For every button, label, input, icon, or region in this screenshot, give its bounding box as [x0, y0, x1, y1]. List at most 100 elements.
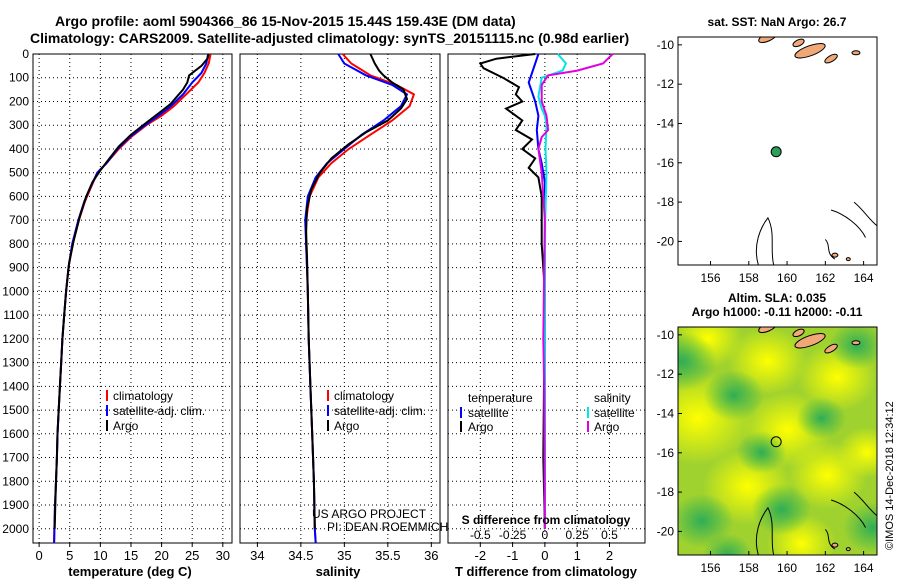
map-x-tick-label: 160: [777, 271, 797, 285]
map-y-tick-label: -16: [657, 156, 675, 170]
y-tick-label: 1700: [2, 451, 29, 465]
legend-label: satellite-adj. clim.: [113, 404, 205, 418]
map-y-tick-label: -12: [657, 77, 675, 91]
imos-watermark: ©IMOS 14-Dec-2018 12:34:12: [884, 401, 896, 550]
bathymetry-contour: [853, 201, 877, 227]
difference-top-xlabel: S difference from climatology: [462, 513, 631, 527]
sla-anomaly-blob: [702, 533, 753, 555]
map-x-tick-label: 158: [739, 271, 759, 285]
argo-float-marker: [770, 436, 782, 448]
plot-frame: [239, 53, 441, 544]
y-tick-label: 0: [22, 47, 29, 61]
map-y-tick-label: -10: [657, 328, 675, 342]
land-island: [792, 328, 805, 338]
land-island: [794, 333, 826, 349]
y-tick-label: 1100: [3, 308, 29, 322]
bathymetry-contour: [755, 506, 775, 555]
sst-map-panel: sat. SST: NaN Argo: 26.7 156 158 160 162 164…: [657, 15, 878, 285]
land-island: [851, 340, 861, 346]
x-tick-label: 34.5: [288, 548, 313, 563]
x-tick-label: 30: [216, 548, 230, 563]
series-line-argo: [53, 53, 210, 529]
sst-map-title: sat. SST: NaN Argo: 26.7: [708, 15, 847, 29]
land-island: [851, 50, 861, 56]
top-x-tick-label: 0.25: [566, 528, 590, 542]
sla-map-panel: Altim. SLA: 0.035 Argo h1000: -0.11 h200…: [657, 291, 878, 575]
bathymetry-contour: [824, 529, 836, 550]
argo-float-marker: [770, 146, 782, 158]
y-tick-label: 1600: [2, 427, 29, 441]
x-tick-label: 2: [606, 548, 613, 563]
bathymetry-contour: [853, 491, 877, 517]
x-tick-label: 25: [185, 548, 199, 563]
bathymetry-contour: [830, 499, 866, 528]
plot-frame: [32, 53, 233, 544]
salinity-panel: 34 34.5 35 35.5 36 climatologysatellite-adj. …: [239, 53, 441, 563]
map-y-tick-label: -12: [657, 367, 675, 381]
map-y-tick-label: -20: [657, 524, 675, 538]
sla-map-title-line1: Altim. SLA: 0.035: [728, 291, 826, 305]
sla-anomaly-blob: [678, 493, 734, 548]
x-tick-label: 20: [154, 548, 168, 563]
temperature-panel: 0 5 10 15 20 25 300100200300400500600700800900…: [2, 47, 233, 563]
sla-map-title-line2: Argo h1000: -0.11 h2000: -0.11: [692, 305, 863, 319]
sla-anomaly-blob: [796, 396, 847, 440]
map-x-tick-label: 162: [815, 271, 835, 285]
legend-title-salinity: salinity: [594, 391, 631, 405]
y-tick-label: 1500: [2, 403, 29, 417]
land-island: [794, 43, 826, 59]
legend-label: Argo: [334, 419, 360, 433]
bathymetry-contour: [830, 209, 866, 238]
difference-bottom-xlabel: T difference from climatology: [455, 564, 638, 579]
y-tick-label: 1200: [2, 332, 29, 346]
legend-title-temperature: temperature: [468, 391, 533, 405]
y-tick-label: 1900: [2, 498, 29, 512]
legend-label: climatology: [113, 389, 173, 403]
sla-anomaly-blob: [703, 369, 764, 421]
map-x-tick-label: 164: [854, 271, 874, 285]
bathymetry-contour: [824, 239, 836, 260]
map-x-tick-label: 164: [854, 561, 874, 575]
top-x-tick-label: -0.5: [470, 528, 491, 542]
annotation-pi: PI: DEAN ROEMMICH: [327, 520, 448, 534]
salinity-xlabel: salinity: [316, 564, 362, 579]
land-island: [792, 38, 805, 48]
temperature-xlabel: temperature (deg C): [68, 564, 192, 579]
map-x-tick-label: 156: [701, 561, 721, 575]
y-tick-label: 2000: [2, 522, 29, 536]
x-tick-label: 35.5: [375, 548, 400, 563]
legend-label: satellite: [468, 406, 509, 420]
x-tick-label: -1: [507, 548, 519, 563]
y-tick-label: 300: [9, 118, 29, 132]
y-tick-label: 700: [9, 213, 29, 227]
x-tick-label: 1: [574, 548, 581, 563]
land-island: [831, 542, 839, 548]
series-line-salinity-argo: [537, 53, 614, 529]
sla-field: [678, 327, 877, 555]
y-tick-label: 100: [9, 71, 29, 85]
land-island: [758, 327, 778, 334]
land-island: [845, 547, 851, 552]
land-island: [831, 252, 839, 258]
x-tick-label: 0: [541, 548, 548, 563]
top-x-tick-label: 0.5: [601, 528, 618, 542]
x-tick-label: 36: [424, 548, 438, 563]
x-tick-label: -2: [475, 548, 487, 563]
legend-label: Argo: [468, 420, 494, 434]
map-y-tick-label: -18: [657, 195, 675, 209]
x-tick-label: 34: [250, 548, 264, 563]
x-tick-label: 35: [337, 548, 351, 563]
map-x-tick-label: 162: [815, 561, 835, 575]
x-tick-label: 0: [36, 548, 43, 563]
y-tick-label: 800: [9, 237, 29, 251]
land-island: [845, 257, 851, 262]
y-tick-label: 600: [9, 189, 29, 203]
x-tick-label: 10: [93, 548, 107, 563]
sla-anomaly-blob: [843, 502, 877, 554]
top-x-tick-label: 0: [542, 528, 549, 542]
map-y-tick-label: -14: [657, 406, 675, 420]
series-line-argo: [305, 53, 409, 529]
annotation-project: US ARGO PROJECT: [312, 507, 427, 521]
legend-label: climatology: [334, 389, 394, 403]
